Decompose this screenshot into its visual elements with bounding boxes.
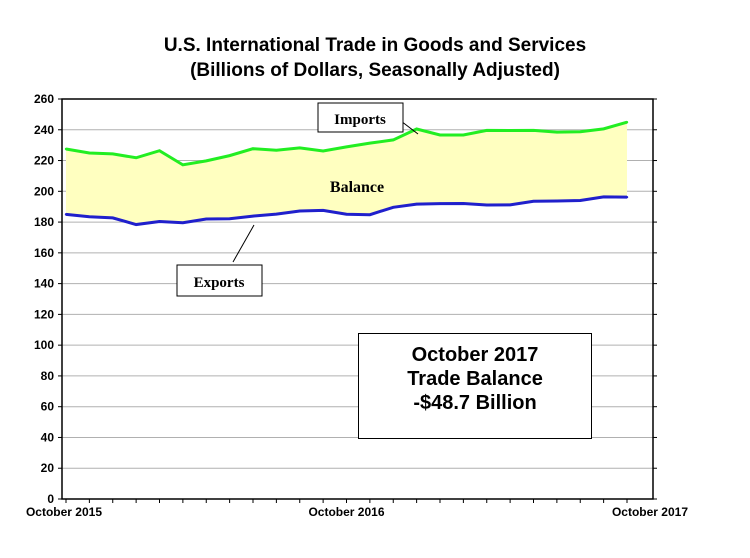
exports-point xyxy=(438,202,442,205)
exports-point xyxy=(532,200,535,203)
balance-label: Balance xyxy=(330,179,384,196)
exports-point xyxy=(64,213,68,216)
imports-point xyxy=(345,145,348,149)
exports-point xyxy=(111,216,114,220)
info-label: Trade Balance xyxy=(407,368,543,390)
chart-subtitle: (Billions of Dollars, Seasonally Adjuste… xyxy=(190,60,560,81)
y-tick-label: 120 xyxy=(34,307,54,321)
exports-point xyxy=(579,199,582,202)
exports-point xyxy=(462,202,465,205)
exports-point xyxy=(392,206,395,209)
y-tick-label: 220 xyxy=(34,154,54,168)
imports-point xyxy=(602,127,605,131)
imports-point xyxy=(368,141,372,145)
exports-point xyxy=(555,199,559,203)
imports-point xyxy=(438,133,442,137)
info-value: -$48.7 Billion xyxy=(413,392,537,414)
exports-point xyxy=(205,217,208,221)
exports-point xyxy=(415,202,418,206)
imports-point xyxy=(158,149,161,152)
exports-point xyxy=(602,195,605,199)
y-tick-label: 60 xyxy=(41,400,55,414)
y-tick-label: 20 xyxy=(41,461,55,475)
imports-point xyxy=(625,121,629,124)
y-tick-label: 160 xyxy=(34,246,54,260)
exports-point xyxy=(298,209,301,213)
imports-point xyxy=(88,151,91,155)
info-month: October 2017 xyxy=(411,344,539,366)
imports-point xyxy=(508,129,512,132)
y-tick-label: 240 xyxy=(34,123,54,137)
exports-pointer xyxy=(232,224,255,263)
imports-point xyxy=(64,147,68,151)
imports-point xyxy=(532,129,535,132)
exports-point xyxy=(275,212,278,216)
imports-point xyxy=(579,130,582,133)
plot-frame xyxy=(61,98,654,500)
balance-area xyxy=(66,122,627,225)
exports-callout-box xyxy=(176,264,263,297)
exports-point xyxy=(251,214,255,218)
imports-point xyxy=(298,146,301,150)
exports-point xyxy=(345,213,348,216)
imports-point xyxy=(181,163,185,167)
exports-point xyxy=(321,209,325,212)
imports-point xyxy=(251,147,255,150)
x-tick-label: October 2017 xyxy=(612,505,688,519)
imports-point xyxy=(205,159,208,163)
y-axis: 0 20 40 60 80 100 120 140 160 180 200 220 240 260 xyxy=(34,92,657,506)
x-axis: October 2015 October 2016 October 2017 xyxy=(26,499,688,519)
imports-point xyxy=(228,154,231,157)
imports-callout-box xyxy=(317,102,404,133)
y-tick-label: 200 xyxy=(34,184,54,198)
imports-point xyxy=(485,129,488,132)
exports-point xyxy=(228,217,231,220)
exports-point xyxy=(625,195,629,199)
exports-point xyxy=(485,203,488,207)
y-tick-label: 40 xyxy=(41,430,55,444)
imports-point xyxy=(321,149,325,153)
chart-title: U.S. International Trade in Goods and Se… xyxy=(163,35,587,56)
imports-point xyxy=(415,127,418,131)
exports-point xyxy=(368,213,372,216)
exports-point xyxy=(134,223,138,226)
imports-point xyxy=(392,138,395,142)
exports-point xyxy=(508,203,512,207)
imports-point xyxy=(462,133,465,137)
y-tick-label: 180 xyxy=(34,215,54,229)
y-tick-label: 0 xyxy=(47,492,54,506)
x-tick-label: October 2015 xyxy=(26,505,102,519)
exports-point xyxy=(181,221,185,224)
x-tick-label: October 2016 xyxy=(308,505,384,519)
imports-point xyxy=(134,156,138,159)
imports-point xyxy=(555,130,559,134)
exports-point xyxy=(88,215,91,218)
imports-point xyxy=(111,152,114,156)
imports-point xyxy=(275,149,278,152)
y-tick-label: 100 xyxy=(34,338,54,352)
exports-callout-label: Exports xyxy=(194,275,245,291)
y-tick-label: 80 xyxy=(41,369,55,383)
imports-callout-label: Imports xyxy=(334,112,386,128)
trade-balance-box: October 2017 Trade Balance -$48.7 Billio… xyxy=(358,333,592,439)
exports-point xyxy=(158,220,161,223)
y-tick-label: 140 xyxy=(34,277,54,291)
y-tick-label: 260 xyxy=(34,92,54,106)
